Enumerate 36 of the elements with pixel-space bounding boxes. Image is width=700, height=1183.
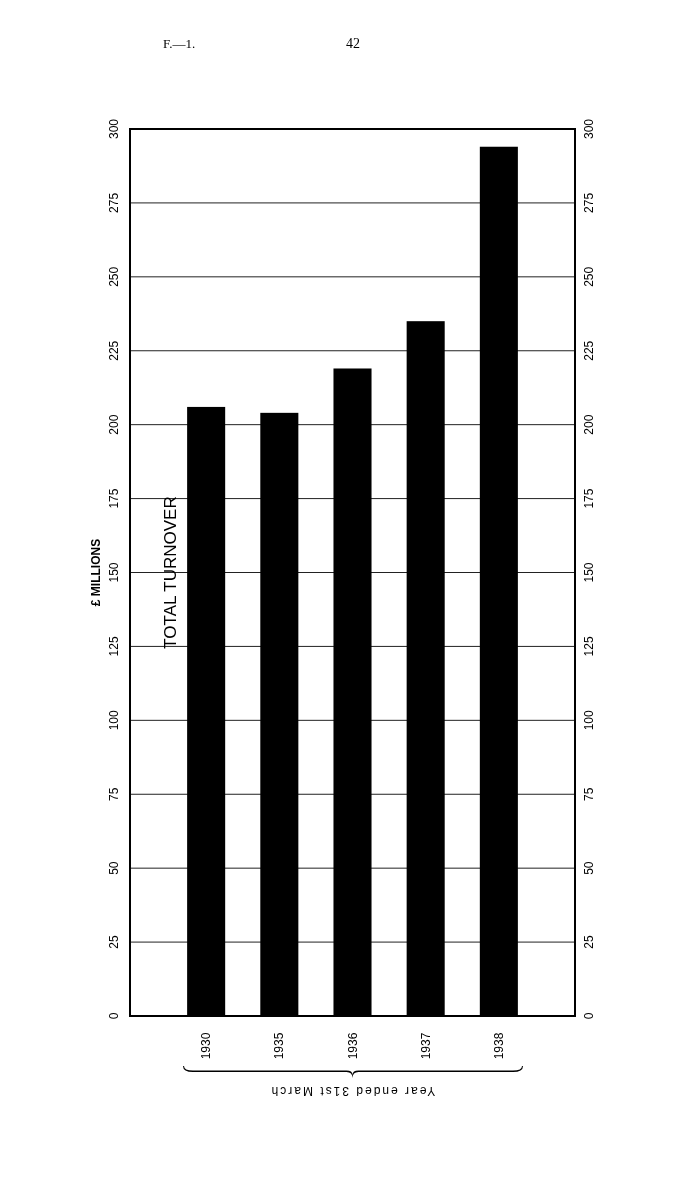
y2-tick-label: 250 [582, 266, 596, 287]
y2-tick-label: 150 [582, 562, 596, 583]
y2-tick-label: 200 [582, 414, 596, 435]
text: TOTAL TURNOVER [160, 496, 180, 649]
y-tick-label: 175 [107, 488, 121, 509]
y-tick-label: 300 [107, 118, 121, 140]
y-tick-label: 75 [107, 787, 121, 801]
y-tick-label: 0 [107, 1012, 121, 1020]
y2-tick-label: 75 [582, 787, 596, 801]
y-tick-label: 225 [107, 340, 121, 361]
text: 42 [346, 36, 360, 51]
y-tick-label: 150 [107, 562, 121, 583]
y-tick-label: 125 [107, 636, 121, 657]
y-tick-label: 50 [107, 861, 121, 875]
y2-tick-label: 100 [582, 710, 596, 731]
y-tick-label: 200 [107, 414, 121, 435]
x-tick-label: 1936 [345, 1032, 360, 1060]
y2-tick-label: 175 [582, 488, 596, 509]
x-tick-label: 1938 [491, 1032, 506, 1060]
x-tick-label: 1930 [199, 1032, 214, 1060]
y-tick-label: 100 [107, 710, 121, 731]
y2-tick-label: 50 [582, 861, 596, 875]
y2-tick-label: 275 [582, 192, 596, 213]
y-axis-title: £ MILLIONS [89, 538, 103, 607]
text: F.—1. [163, 36, 196, 51]
y2-tick-label: 300 [582, 118, 596, 140]
y2-tick-label: 225 [582, 340, 596, 361]
y-tick-label: 25 [107, 935, 121, 949]
x-tick-label: 1935 [272, 1032, 287, 1060]
y2-tick-label: 125 [582, 636, 596, 657]
y-tick-label: 250 [107, 266, 121, 287]
y2-tick-label: 25 [582, 935, 596, 949]
x-axis-title: Year ended 31st March [269, 1084, 436, 1098]
x-tick-label: 1937 [418, 1032, 433, 1060]
y2-tick-label: 0 [582, 1012, 596, 1020]
y-tick-label: 275 [107, 192, 121, 213]
